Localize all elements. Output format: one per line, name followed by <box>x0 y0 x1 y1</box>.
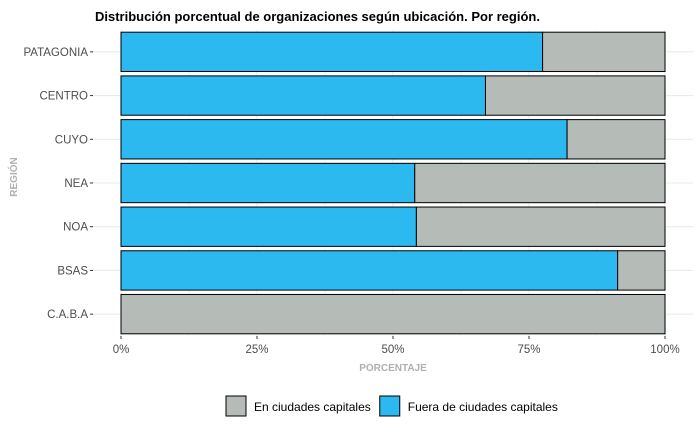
x-tick-label: 75% <box>517 344 540 356</box>
bar-cuyo-series-1 <box>566 119 666 160</box>
y-axis-ticks: PATAGONIA CENTRO CUYO NEA NOA BSAS C.A.B.A <box>23 47 93 321</box>
bar-patagonia-series-0 <box>120 31 544 73</box>
bar-patagonia-series-1 <box>542 31 666 73</box>
x-tick-label: 0% <box>113 344 130 356</box>
legend-key <box>225 395 247 417</box>
x-axis-title: PORCENTAJE <box>359 363 427 374</box>
legend-label: En ciudades capitales <box>254 400 371 414</box>
bar-centro-series-1 <box>484 75 666 116</box>
y-tick-label: CUYO <box>55 134 88 146</box>
bar-bsas-series-0 <box>120 250 619 291</box>
y-axis-title: REGIÓN <box>7 157 20 196</box>
legend-label: Fuera de ciudades capitales <box>408 400 558 414</box>
legend-key <box>379 395 401 417</box>
bar-nea-series-0 <box>120 162 416 204</box>
bars <box>120 31 666 335</box>
x-axis-ticks: 0% 25% 50% 75% 100% <box>113 336 680 356</box>
y-tick-label: NOA <box>63 222 88 234</box>
bar-c-a-b-a-series-1 <box>120 293 666 335</box>
y-tick-label: BSAS <box>57 265 88 277</box>
bar-bsas-series-1 <box>617 250 666 291</box>
y-tick-label: CENTRO <box>39 91 88 103</box>
bar-centro-series-0 <box>120 75 486 116</box>
x-tick-label: 100% <box>650 344 679 356</box>
bar-cuyo-series-0 <box>120 119 568 160</box>
chart-title: Distribución porcentual de organizacione… <box>95 9 540 24</box>
bar-noa-series-0 <box>120 206 417 247</box>
bar-nea-series-1 <box>414 162 666 204</box>
y-tick-label: C.A.B.A <box>47 309 88 321</box>
x-tick-label: 50% <box>381 344 404 356</box>
bar-noa-series-1 <box>415 206 666 247</box>
legend: En ciudades capitales Fuera de ciudades c… <box>225 395 558 417</box>
y-tick-label: PATAGONIA <box>23 47 88 59</box>
x-tick-label: 25% <box>245 344 268 356</box>
y-tick-label: NEA <box>64 178 88 190</box>
